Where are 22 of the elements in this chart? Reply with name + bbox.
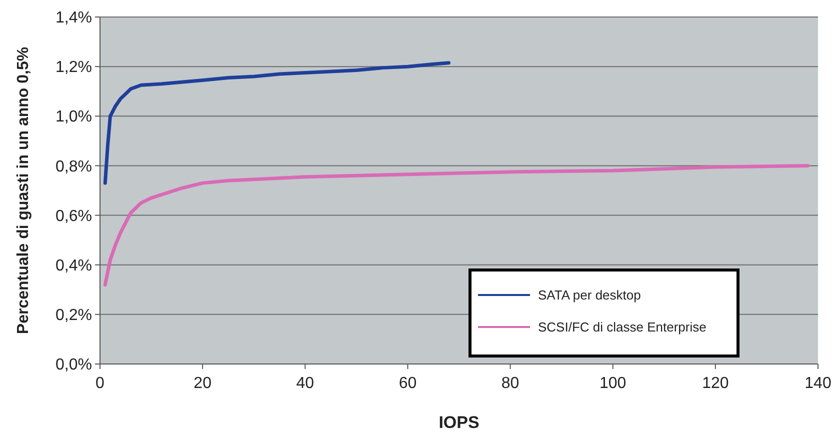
x-tick-label: 40 — [296, 375, 314, 392]
x-axis-title: IOPS — [438, 413, 480, 432]
x-tick-label: 120 — [702, 375, 729, 392]
x-tick-label: 0 — [96, 375, 105, 392]
y-tick-label: 1,2% — [56, 59, 92, 76]
x-tick-label: 80 — [501, 375, 520, 392]
y-tick-label: 0,8% — [56, 158, 92, 176]
legend-label: SATA per desktop — [538, 288, 641, 303]
line-series — [103, 61, 450, 185]
x-tick-label: 20 — [194, 375, 212, 392]
y-tick-label: 0,0% — [56, 356, 92, 374]
y-tick-label: 0,4% — [56, 257, 92, 274]
y-tick-label: 1,0% — [56, 108, 92, 126]
y-tick-label: 0,2% — [56, 307, 92, 324]
line-series — [103, 164, 810, 286]
y-tick-label: 1,4% — [56, 10, 92, 27]
x-tick-label: 100 — [600, 375, 626, 392]
x-tick-label: 60 — [398, 375, 417, 392]
y-axis-title: Percentuale di guasti in un anno 0,5% — [15, 46, 32, 334]
y-tick-label: 0,6% — [56, 208, 92, 225]
legend-label: SCSI/FC di classe Enterprise — [538, 320, 706, 335]
x-tick-label: 140 — [804, 375, 832, 392]
